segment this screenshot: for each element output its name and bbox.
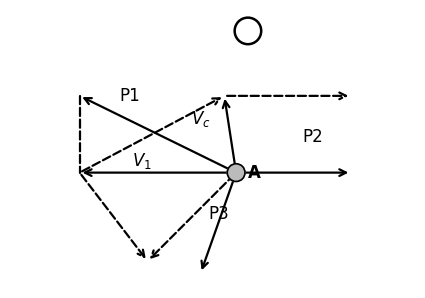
Text: P1: P1 xyxy=(119,87,140,105)
Text: P2: P2 xyxy=(303,128,323,146)
Text: A: A xyxy=(248,164,261,181)
Circle shape xyxy=(227,164,245,181)
Text: $V_1$: $V_1$ xyxy=(132,151,152,171)
Text: P3: P3 xyxy=(208,205,229,223)
Text: $V_c$: $V_c$ xyxy=(191,109,210,129)
